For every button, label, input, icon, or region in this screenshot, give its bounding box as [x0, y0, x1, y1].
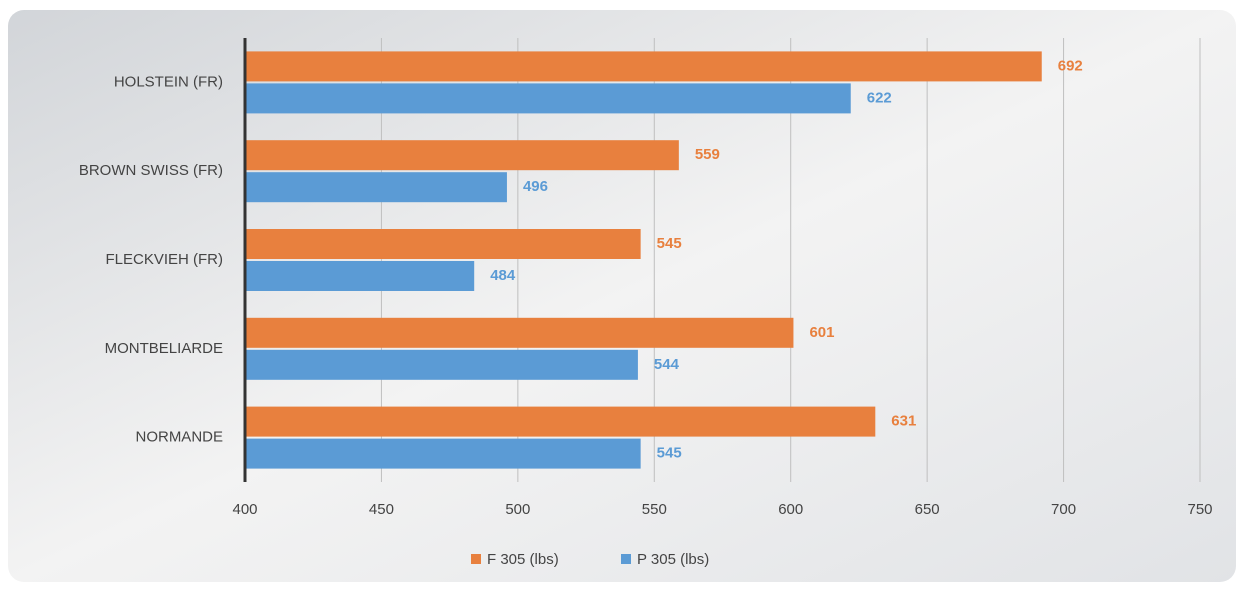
data-label: 601 — [809, 324, 834, 341]
bar — [245, 229, 641, 259]
data-label: 545 — [657, 445, 682, 462]
x-tick-label: 700 — [1051, 501, 1076, 518]
x-tick-label: 550 — [642, 501, 667, 518]
bar — [245, 172, 507, 203]
data-label: 496 — [523, 178, 548, 195]
y-tick-label: HOLSTEIN (FR) — [114, 73, 223, 90]
data-label: 622 — [867, 89, 892, 106]
x-tick-label: 650 — [915, 501, 940, 518]
bar — [245, 349, 638, 380]
data-label: 484 — [490, 267, 516, 284]
x-tick-label: 600 — [778, 501, 803, 518]
x-tick-label: 500 — [505, 501, 530, 518]
bar — [245, 140, 679, 171]
bar — [245, 438, 641, 469]
data-label: 559 — [695, 146, 720, 163]
bar — [245, 83, 851, 114]
data-label: 544 — [654, 356, 680, 373]
x-tick-label: 400 — [232, 501, 257, 518]
legend-swatch — [471, 554, 481, 564]
bar — [245, 51, 1042, 82]
data-label: 631 — [891, 413, 916, 430]
bar — [245, 261, 475, 291]
data-label: 545 — [657, 235, 682, 252]
x-tick-label: 450 — [369, 501, 394, 518]
legend-label: F 305 (lbs) — [487, 551, 559, 568]
y-tick-label: MONTBELIARDE — [105, 340, 223, 357]
x-tick-label: 750 — [1187, 501, 1212, 518]
y-tick-label: BROWN SWISS (FR) — [79, 162, 223, 179]
bar — [245, 317, 794, 348]
legend-label: P 305 (lbs) — [637, 551, 709, 568]
legend-swatch — [621, 554, 631, 564]
y-tick-label: FLECKVIEH (FR) — [105, 251, 223, 268]
bar — [245, 406, 876, 437]
y-tick-label: NORMANDE — [135, 429, 223, 446]
data-label: 692 — [1058, 57, 1083, 74]
